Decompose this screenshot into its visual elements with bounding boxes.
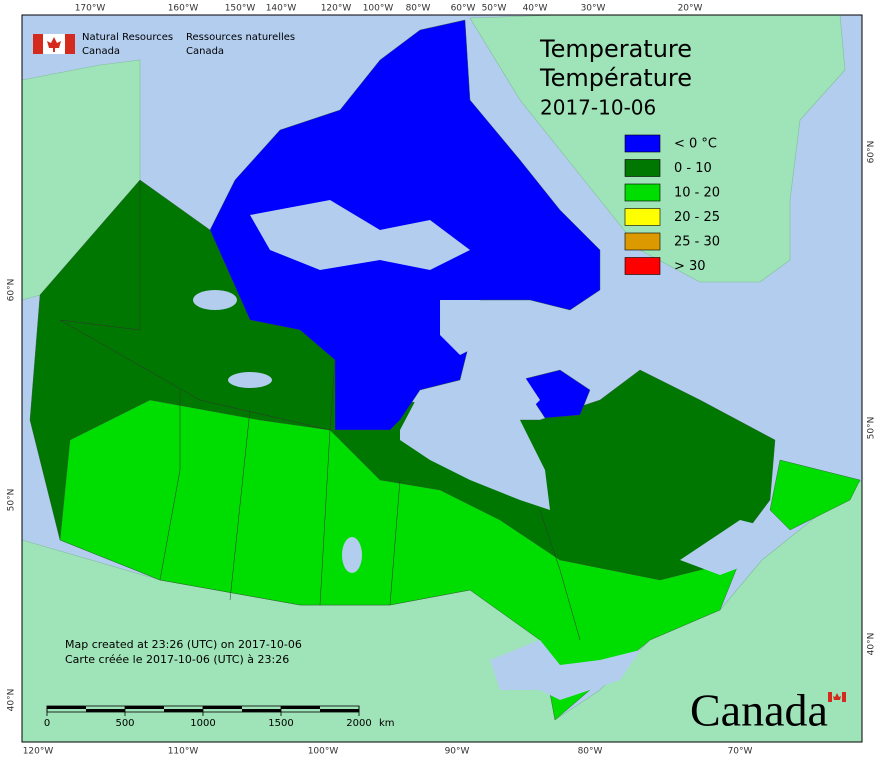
province-border xyxy=(539,509,581,641)
scale-segment xyxy=(86,709,125,712)
scale-unit: km xyxy=(379,718,395,729)
great-lakes xyxy=(490,640,640,700)
province-border xyxy=(319,429,331,606)
flag-bar xyxy=(842,692,846,702)
province-border xyxy=(159,390,181,581)
scale-bar: 0 500 1000 1500 2000 km xyxy=(44,705,395,729)
latitude-label: 40°N xyxy=(7,689,17,712)
longitude-label: 80°W xyxy=(578,747,603,757)
wordmark-text: Canada xyxy=(690,685,828,736)
region-below-0-labrador xyxy=(519,369,591,419)
longitude-label: 100°W xyxy=(308,747,339,757)
footer-note: Carte créée le 2017-10-06 (UTC) à 23:26 xyxy=(65,653,289,666)
legend-label: > 30 xyxy=(674,259,706,274)
logo-text: Canada xyxy=(186,46,224,57)
legend-swatch xyxy=(624,257,661,275)
hudson-bay xyxy=(400,362,550,510)
latitude-label: 50°N xyxy=(867,417,877,440)
longitude-label: 160°W xyxy=(168,4,199,14)
scale-segment xyxy=(320,709,359,712)
province-border xyxy=(59,319,336,431)
scale-label: 500 xyxy=(115,718,134,729)
longitude-label: 120°W xyxy=(321,4,352,14)
scale-segment xyxy=(242,709,281,712)
map xyxy=(21,14,863,743)
province-border xyxy=(59,180,141,331)
legend-swatch xyxy=(624,232,661,251)
longitude-label: 90°W xyxy=(445,747,470,757)
foxe-basin xyxy=(440,300,490,355)
longitude-label: 60°W xyxy=(451,4,476,14)
longitude-label: 140°W xyxy=(266,4,297,14)
scale-segment xyxy=(281,706,320,709)
longitude-label: 110°W xyxy=(168,747,199,757)
longitude-label: 70°W xyxy=(728,747,753,757)
logo-text: Ressources naturelles xyxy=(186,32,295,43)
logo: Natural Resources Canada Ressources natu… xyxy=(33,32,295,57)
scale-segment xyxy=(203,706,242,709)
graticule-labels: 170°W 160°W 150°W 140°W 120°W 100°W 80°W 60°W 50… xyxy=(7,4,877,757)
legend-swatch xyxy=(624,134,661,153)
latitude-label: 50°N xyxy=(7,489,17,512)
longitude-label: 80°W xyxy=(406,4,431,14)
title-date: 2017-10-06 xyxy=(540,96,656,120)
scale-segment xyxy=(164,709,203,712)
longitude-label: 120°W xyxy=(23,747,54,757)
flag-bar xyxy=(65,34,75,54)
scale-label: 0 xyxy=(44,718,50,729)
longitude-label: 30°W xyxy=(581,4,606,14)
longitude-label: 170°W xyxy=(75,4,106,14)
scale-segment xyxy=(47,706,86,709)
legend-label: 20 - 25 xyxy=(674,210,720,225)
legend-swatch xyxy=(624,208,661,226)
maple-leaf xyxy=(833,693,841,700)
longitude-label: 150°W xyxy=(225,4,256,14)
legend-label: 10 - 20 xyxy=(674,186,720,201)
legend-label: 25 - 30 xyxy=(674,235,720,250)
great-slave-lake xyxy=(228,372,272,388)
gulf-st-lawrence xyxy=(680,520,780,575)
longitude-label: 40°W xyxy=(523,4,548,14)
flag-bar xyxy=(828,692,832,702)
legend: < 0 °C 0 - 10 10 - 20 20 - 25 25 - 30 > 30 xyxy=(624,134,720,275)
scale-label: 1000 xyxy=(190,718,215,729)
logo-text: Natural Resources xyxy=(82,32,173,43)
region-10-20-east xyxy=(769,459,861,531)
title: Temperature xyxy=(539,35,692,63)
province-border xyxy=(389,479,401,606)
legend-swatch xyxy=(624,183,661,202)
flag-bar xyxy=(33,34,43,54)
legend-label: < 0 °C xyxy=(674,137,717,152)
longitude-label: 50°W xyxy=(482,4,507,14)
logo-text: Canada xyxy=(82,46,120,57)
longitude-label: 100°W xyxy=(363,4,394,14)
map-frame xyxy=(21,14,863,743)
latitude-label: 60°N xyxy=(7,279,17,302)
province-border xyxy=(229,409,251,601)
wordmark: Canada xyxy=(690,685,846,736)
scale-label: 2000 xyxy=(346,718,371,729)
legend-swatch xyxy=(624,159,661,177)
latitude-label: 40°N xyxy=(867,633,877,656)
legend-label: 0 - 10 xyxy=(674,161,712,176)
maple-leaf xyxy=(47,37,61,52)
footer-note: Map created at 23:26 (UTC) on 2017-10-06 xyxy=(65,638,302,651)
longitude-label: 20°W xyxy=(678,4,703,14)
arctic-channel xyxy=(250,200,470,270)
scale-segment xyxy=(125,706,164,709)
great-bear-lake xyxy=(193,290,237,310)
scale-label: 1500 xyxy=(268,718,293,729)
latitude-label: 60°N xyxy=(867,141,877,164)
lake-winnipeg xyxy=(342,537,362,573)
title: Température xyxy=(539,64,692,92)
